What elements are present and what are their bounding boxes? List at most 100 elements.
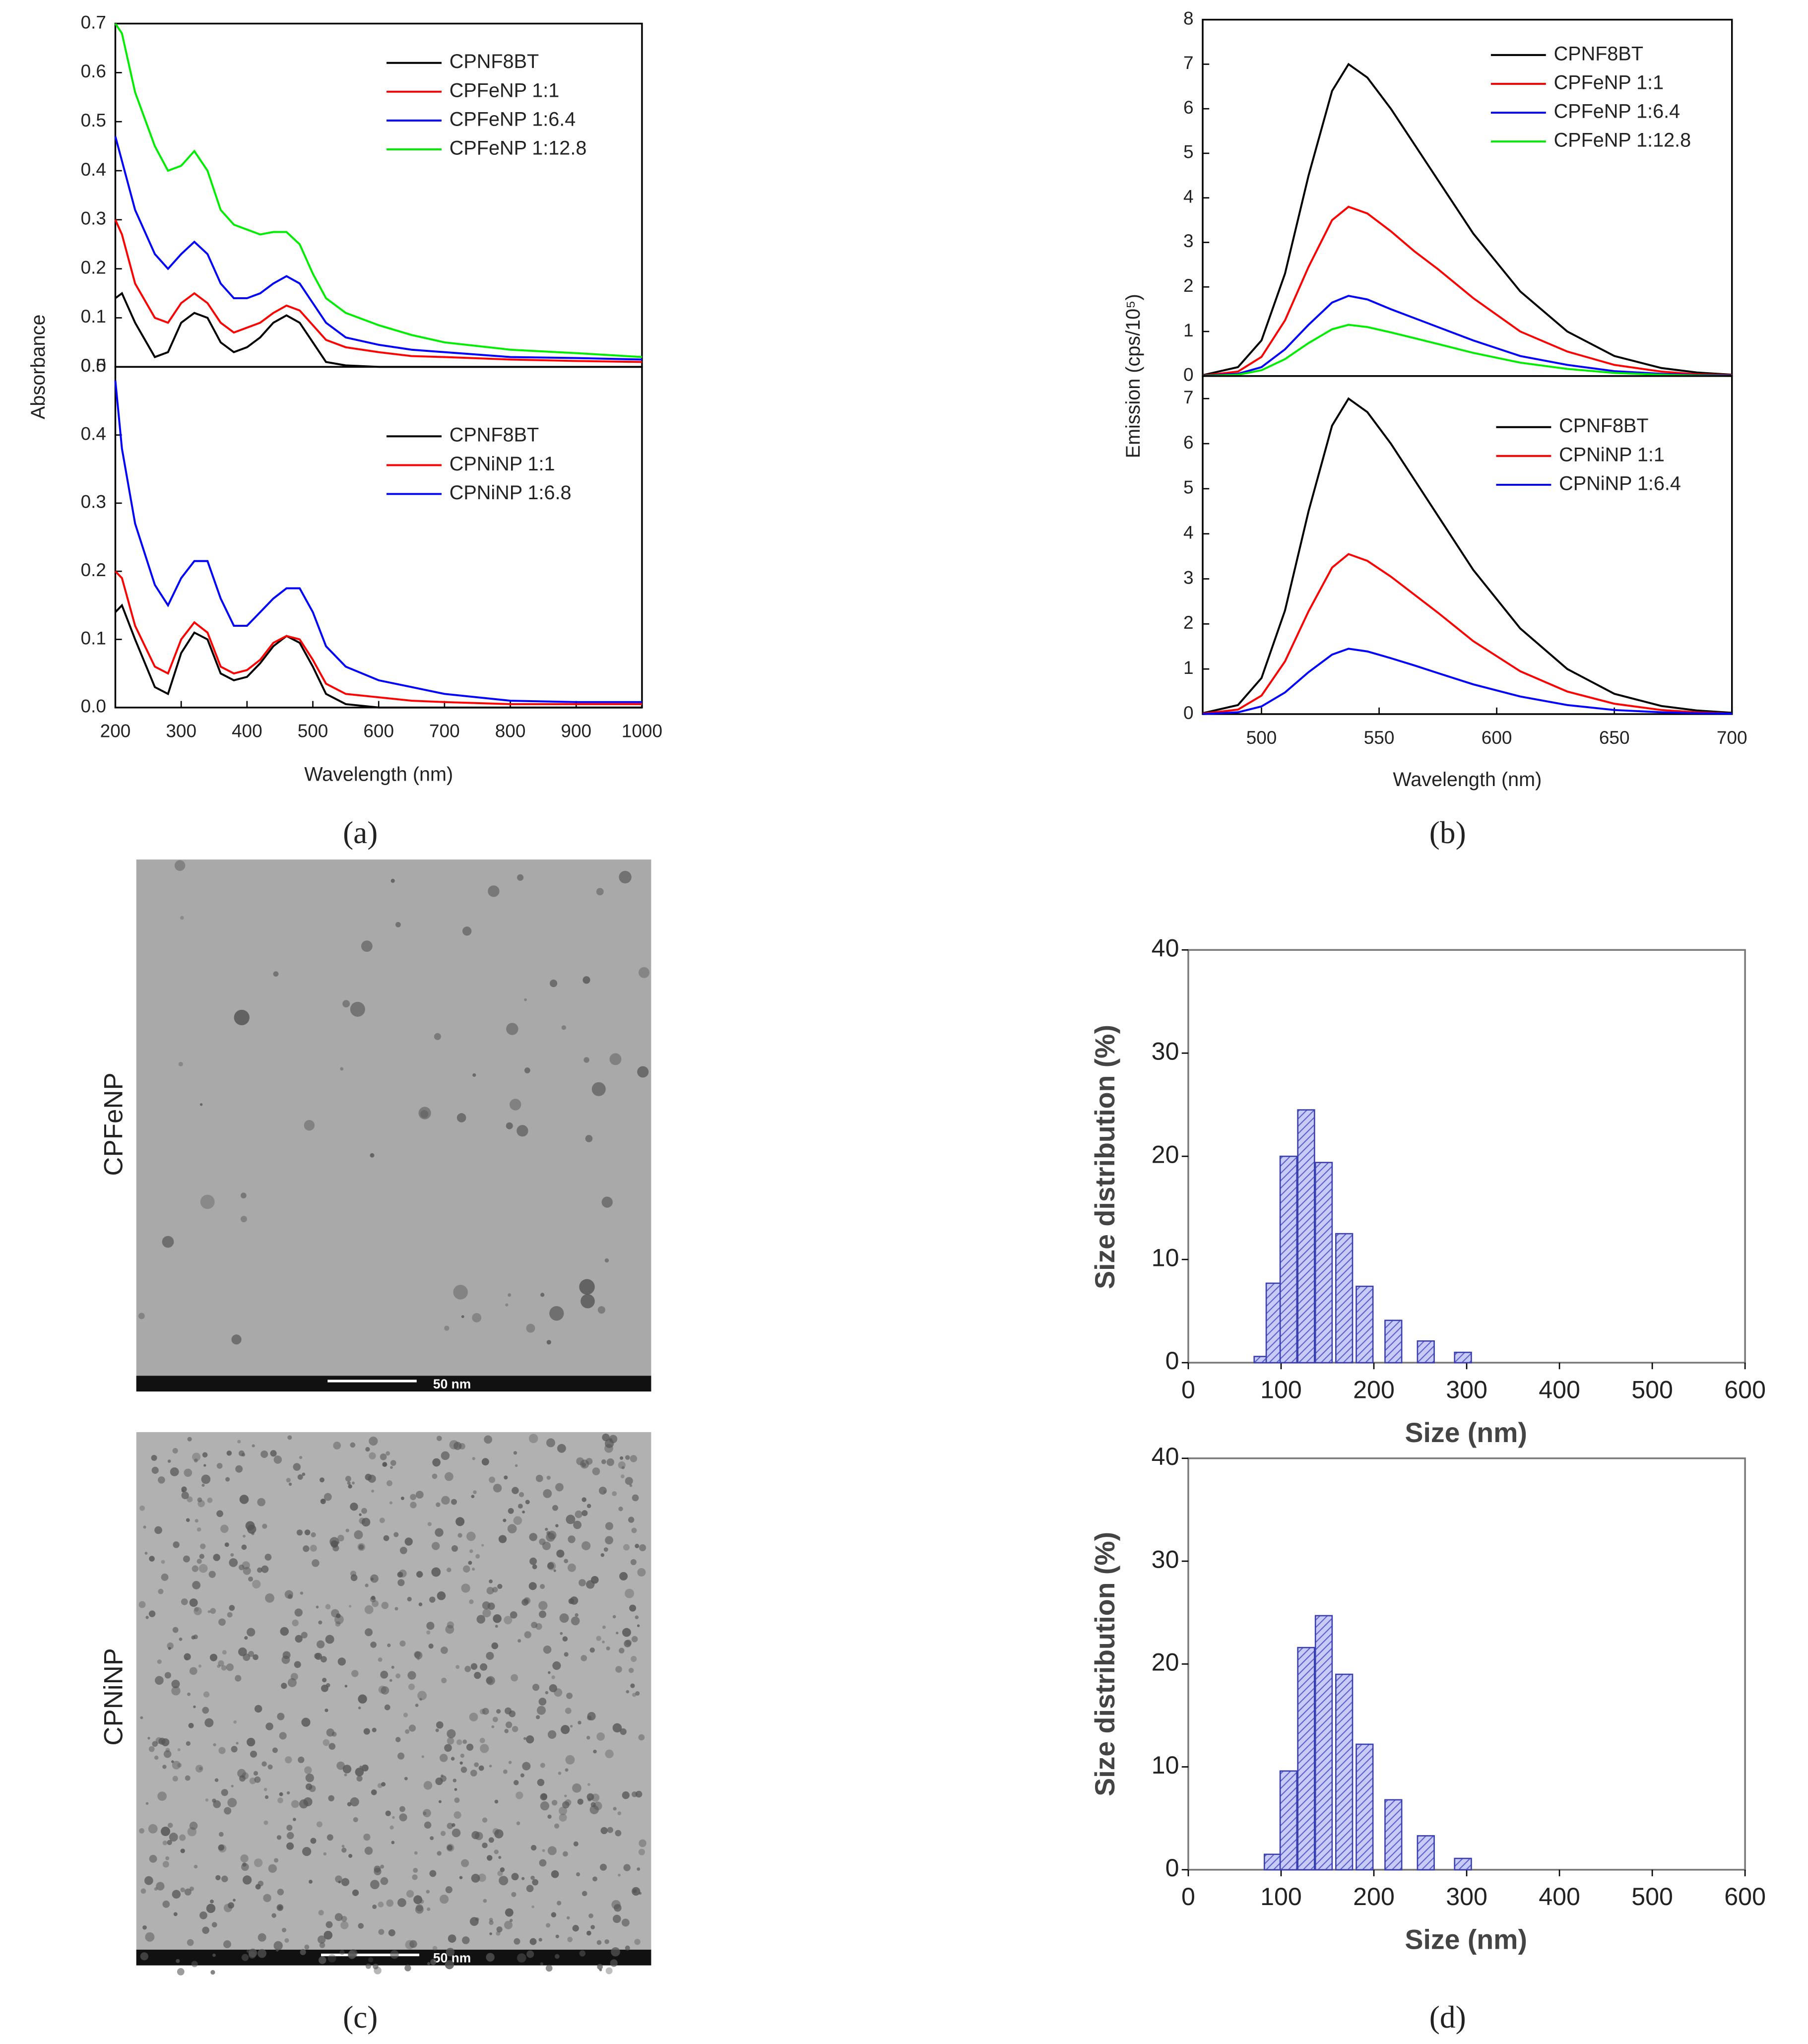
particle (186, 1741, 191, 1746)
particle (505, 1707, 512, 1714)
legend-label: CPNF8BT (1559, 415, 1648, 437)
tem-images: 50 nm 50 nm (136, 859, 651, 1976)
particle (199, 1911, 207, 1919)
y-tick-label: 2 (1183, 275, 1194, 296)
particle (294, 1661, 301, 1668)
particle (312, 1559, 320, 1567)
particle (162, 1840, 168, 1846)
particle (492, 1828, 500, 1835)
particle (620, 1456, 624, 1460)
particle (279, 1792, 283, 1796)
particle (562, 1636, 568, 1642)
y-tick-label: 0.7 (81, 12, 106, 32)
particle (521, 1598, 529, 1606)
y-tick-label: 6 (1183, 97, 1194, 118)
particle (496, 1926, 503, 1933)
particle (389, 1825, 394, 1830)
particle (625, 1945, 630, 1951)
particle (209, 1653, 218, 1661)
particle (538, 1938, 542, 1942)
particle (271, 1913, 276, 1918)
particle (503, 1518, 507, 1522)
y-tick-label: 0.5 (81, 355, 106, 376)
particle (248, 1650, 255, 1657)
particle (452, 1828, 461, 1838)
particle (473, 1490, 477, 1494)
particle (249, 1778, 256, 1784)
particle (176, 1959, 180, 1963)
particle (413, 1895, 423, 1905)
particle (371, 1595, 376, 1600)
particle (546, 1340, 551, 1345)
particle (551, 1799, 558, 1806)
legend-label: CPNiNP 1:6.4 (1559, 472, 1681, 494)
particle (165, 1748, 170, 1753)
particle (479, 1737, 485, 1743)
panel-label: (c) (343, 2000, 378, 2035)
particle (194, 1607, 202, 1615)
particle (523, 1598, 529, 1603)
particle (318, 1956, 326, 1964)
particle (540, 1801, 550, 1811)
particle (286, 1825, 293, 1831)
particle (147, 1737, 150, 1740)
particle (472, 1568, 475, 1571)
particle (374, 1967, 382, 1975)
particle (555, 1524, 559, 1527)
particle (398, 1569, 407, 1578)
particle (410, 1502, 417, 1509)
particle (352, 1889, 359, 1896)
particle (304, 1529, 311, 1535)
particle (226, 1663, 234, 1671)
y-tick-label: 0.4 (81, 159, 106, 180)
particle (301, 1632, 308, 1639)
y-tick-label: 2 (1183, 612, 1194, 633)
particle (320, 1656, 327, 1663)
particle (445, 1886, 452, 1894)
particle (496, 1931, 501, 1936)
particle (155, 1676, 164, 1685)
series-line (114, 136, 642, 361)
y-tick-label: 0.3 (81, 492, 106, 512)
particle (444, 1325, 450, 1331)
particle (399, 1546, 407, 1554)
particle (484, 1435, 493, 1444)
particle (233, 1720, 237, 1724)
particle (546, 1475, 551, 1480)
particle (144, 1552, 148, 1555)
particle (328, 1743, 336, 1750)
particle (300, 1591, 304, 1595)
particle (547, 1846, 557, 1855)
particle (395, 922, 401, 927)
particle (628, 1517, 635, 1523)
particle (510, 1611, 517, 1619)
particle (546, 1923, 551, 1928)
particle (263, 1894, 271, 1903)
particle (592, 1876, 597, 1882)
particle (429, 1596, 436, 1603)
particle (145, 1616, 149, 1619)
particle (318, 1620, 323, 1625)
particle (335, 1875, 342, 1883)
particle (414, 1651, 423, 1659)
particle (277, 1797, 283, 1803)
particle (389, 1679, 392, 1682)
particle (459, 1761, 463, 1765)
particle (329, 1537, 339, 1547)
particle (311, 1532, 316, 1537)
particle (462, 1739, 467, 1744)
legend-label: CPNiNP 1:1 (450, 453, 555, 475)
particle (581, 1891, 587, 1897)
particle (424, 1821, 432, 1829)
particle (612, 1914, 621, 1923)
particle (639, 1544, 646, 1552)
particle (391, 1665, 394, 1669)
particle (189, 1821, 198, 1830)
particle (553, 1569, 556, 1572)
particle (482, 1601, 491, 1610)
scale-strip (136, 1376, 651, 1392)
particle (324, 1708, 328, 1713)
particle (546, 1531, 551, 1535)
particle (207, 1497, 213, 1503)
particle (619, 870, 632, 884)
